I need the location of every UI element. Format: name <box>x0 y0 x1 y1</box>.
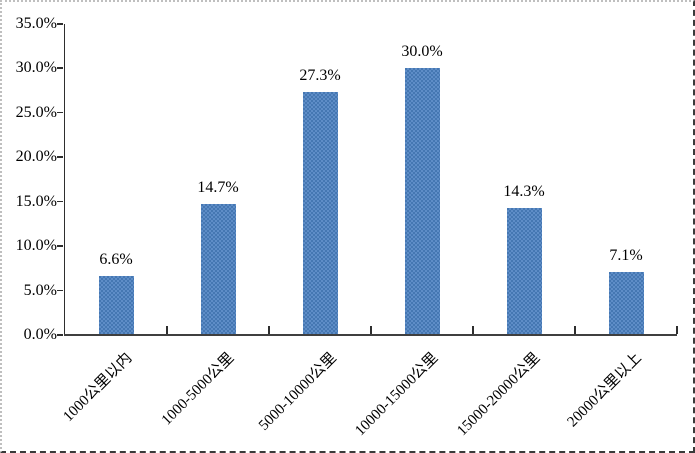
y-axis-tick-label: 20.0% <box>15 148 57 166</box>
y-axis-tick-label: 25.0% <box>15 103 57 121</box>
bar-value-label: 14.7% <box>197 179 239 197</box>
x-axis-tick <box>166 326 168 334</box>
y-axis-tick <box>57 23 63 25</box>
x-axis-category-label: 20000公里以上 <box>565 350 646 431</box>
y-axis-tick-label: 5.0% <box>23 281 57 299</box>
x-axis-category-label: 1000公里以内 <box>60 350 136 425</box>
x-axis-line <box>63 334 677 336</box>
bar <box>98 276 134 334</box>
x-axis-tick <box>268 326 270 334</box>
y-axis-tick <box>57 289 63 292</box>
x-axis-tick <box>574 326 576 334</box>
bar <box>302 92 338 334</box>
bar-value-label: 7.1% <box>609 246 643 264</box>
bar-value-label: 27.3% <box>299 67 341 85</box>
bar-value-label: 30.0% <box>401 43 443 61</box>
x-axis-tick <box>370 326 372 334</box>
bar <box>200 204 236 334</box>
y-axis-tick <box>57 156 63 158</box>
x-axis-tick <box>472 326 474 334</box>
y-axis-tick-label: 30.0% <box>15 59 57 77</box>
y-axis-tick-label: 35.0% <box>15 15 57 32</box>
y-axis-tick <box>57 334 63 336</box>
x-axis-category-label: 1000-5000公里 <box>158 350 238 429</box>
x-axis-category-label: 5000-10000公里 <box>255 350 340 434</box>
y-axis-tick-label: 10.0% <box>15 237 57 255</box>
bar-value-label: 6.6% <box>99 251 133 269</box>
y-axis-tick <box>57 200 63 203</box>
bar-value-label: 14.3% <box>503 182 545 200</box>
y-axis-tick-label: 15.0% <box>15 192 57 210</box>
bar <box>506 207 542 334</box>
y-axis-tick <box>57 245 63 247</box>
x-axis-category-label: 10000-15000公里 <box>352 350 442 440</box>
x-axis-tick <box>676 326 678 334</box>
y-axis-tick <box>57 67 63 69</box>
y-axis-tick-label: 0.0% <box>23 326 57 343</box>
bar <box>404 68 440 334</box>
bar <box>608 271 644 334</box>
y-axis-line <box>63 24 65 335</box>
y-axis-tick <box>57 111 63 114</box>
x-axis-category-label: 15000-20000公里 <box>454 350 544 440</box>
